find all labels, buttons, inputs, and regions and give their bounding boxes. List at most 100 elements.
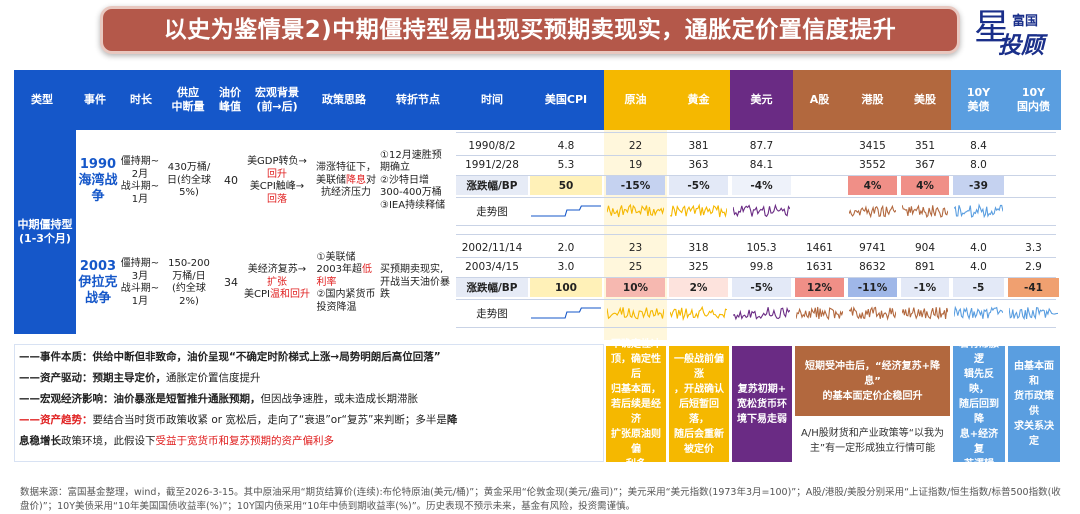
change-hk: -11% — [848, 278, 897, 297]
cell-gold: 318 — [688, 241, 709, 254]
cell-oil: 25 — [628, 260, 643, 273]
header-cn10y: 10Y 国内债 — [1017, 86, 1050, 113]
cell-us: 367 — [914, 158, 936, 171]
sparkline-cn10y — [1009, 307, 1058, 321]
cell-us10y: 8.0 — [970, 158, 987, 171]
cell-oil: 22 — [628, 139, 643, 152]
grid-line — [456, 225, 1056, 226]
panel-equity-bottom: A/H股财货和产业政策等“以我为 主”有一定形成独立行情可能 — [795, 420, 950, 462]
sparkline-us10y — [954, 305, 1003, 321]
change-oil: 10% — [606, 278, 665, 297]
change-cpi: 50 — [530, 176, 602, 195]
panel-us10y: 若有滞胀逻 辑先反映， 随后回到降 息+经济复 苏逻辑 — [953, 339, 1005, 470]
category-label: 中期僵持型 (1-3个月) — [14, 130, 76, 334]
event1-block — [78, 132, 456, 230]
event1-policy: 滞涨特征下， 美联储降息对 抗经济压力 — [310, 132, 382, 230]
grid-line — [456, 175, 1056, 176]
note-trend-f: 政策环境，此假设下 — [61, 435, 156, 447]
cell-cpi: 3.0 — [557, 260, 575, 273]
header-us-cpi: 美国CPI — [544, 93, 588, 107]
page-title: 以史为鉴情景2)中期僵持型易出现买预期卖现实，通胀定价置信度提升 — [100, 6, 960, 54]
header-us10y: 10Y 美债 — [966, 86, 991, 113]
trend-label: 走势图 — [476, 205, 508, 218]
notes-box: ——事件本质：供给中断但非致命，油价呈现“不确定时阶梯式上涨→局势明朗后高位回落… — [14, 344, 604, 462]
event1-turning: ①12月速胜预 期确立 ②沙特日增 300-400万桶 ③IEA持续释储 — [380, 149, 446, 211]
cell-us10y: 4.0 — [970, 241, 987, 254]
grid-line — [456, 327, 1056, 328]
event1-macro-pre: 美GDP转负→ — [247, 156, 307, 167]
cell-a — [793, 136, 846, 155]
header-type: 类型 — [31, 93, 53, 107]
change-gold: 2% — [669, 278, 728, 297]
sparkline-oil — [607, 306, 664, 320]
change-us10y: -39 — [953, 176, 1004, 195]
sparkline-hk — [849, 306, 896, 321]
row-date: 1990/8/2 — [468, 139, 516, 152]
event2-supply: 150-200 万桶/日 (约全球 2%) — [168, 258, 210, 307]
cell-a: 1631 — [806, 260, 833, 273]
panel-gold: 一般战前偏涨 ，开战确认 后短暂回落， 随后会重新 被定价 — [669, 346, 729, 462]
event2-macro-post: 美CPI — [244, 289, 270, 301]
note-essence: ——事件本质：供给中断但非致命，油价呈现“不确定时阶梯式上涨→局势明朗后高位回落… — [19, 351, 441, 363]
header-turning: 转折节点 — [396, 93, 440, 107]
cell-oil: 23 — [628, 241, 643, 254]
sparkline-us10y — [954, 203, 1003, 219]
event2-oil-peak: 34 — [224, 276, 238, 290]
oil-header-bg — [604, 70, 667, 130]
change-us: 4% — [901, 176, 949, 195]
cell-usd: 105.3 — [746, 241, 777, 254]
row-date: 1991/2/28 — [465, 158, 519, 171]
event1-oil-peak: 40 — [224, 174, 238, 188]
row-date: 2003/4/15 — [465, 260, 519, 273]
event1-macro-pre-red: 回升 — [266, 168, 287, 180]
cell-us: 351 — [914, 139, 936, 152]
header-policy: 政策思路 — [322, 93, 366, 107]
cell-gold: 363 — [688, 158, 709, 171]
header-macro: 宏观背景 (前→后) — [255, 86, 299, 113]
event2-macro-post-red: 温和回升 — [269, 289, 310, 301]
logo-text-bottom: 投顾 — [998, 33, 1044, 59]
sparkline-us — [902, 204, 948, 219]
cell-a: 1461 — [806, 241, 833, 254]
note-trend-e: 稳增长 — [29, 435, 62, 447]
panel-equity-top: 短期受冲击后，“经济复苏+降息” 的基本面定价企稳回升 — [795, 346, 950, 416]
cell-cn10y — [1006, 155, 1061, 174]
row-date: 2002/11/14 — [461, 241, 523, 254]
grid-line — [456, 155, 1056, 156]
event2-block — [78, 234, 456, 332]
cell-cpi: 4.8 — [557, 139, 575, 152]
header-us-stock: 美股 — [914, 93, 936, 107]
change-gold: -5% — [669, 176, 728, 195]
sparkline-usd — [733, 306, 790, 321]
event1-macro: 美GDP转负→ 回升 美CPI触峰→ 回落 — [244, 132, 310, 230]
change-label: 涨跌幅/BP — [456, 278, 528, 297]
event2-duration: 僵持期~ 3月 战斗期~ 1月 — [120, 258, 160, 307]
usd-header-bg — [730, 70, 793, 130]
event1-duration: 僵持期~ 2月 战斗期~ 1月 — [120, 156, 160, 205]
change-label: 涨跌幅/BP — [456, 176, 528, 195]
cell-gold: 325 — [688, 260, 709, 273]
event2-policy-red: 低 利率 — [316, 264, 372, 288]
note-driver-b: 通胀定价置信度提升 — [166, 372, 261, 384]
note-trend-g: 受益于宽货币和复苏预期的资产偏利多 — [155, 435, 335, 447]
logo-text-top: 富国 — [1012, 14, 1039, 29]
sparkline-hk — [849, 204, 896, 219]
cell-cn10y: 3.3 — [1025, 241, 1042, 254]
trend-label: 走势图 — [476, 307, 508, 320]
cell-cn10y — [1006, 136, 1061, 155]
change-a: 12% — [795, 278, 844, 297]
cell-us: 904 — [914, 241, 936, 254]
header-oil: 原油 — [624, 93, 647, 107]
cell-cpi: 5.3 — [557, 158, 575, 171]
event2-policy: ①美联储 2003年超低 利率 ②国内紧货币 投资降温 — [310, 234, 382, 332]
note-trend-c: 降 — [446, 414, 458, 426]
cell-usd: 87.7 — [749, 139, 774, 152]
event1-name: 1990 海湾战 争 — [78, 156, 118, 205]
panel-usd: 复苏初期+ 宽松货币环 境下易走弱 — [732, 346, 792, 462]
event1-policy-a: 滞涨特征下， 美联储 — [316, 162, 376, 186]
cell-us: 891 — [914, 260, 936, 273]
note-trend-a: ——资产趋势： — [19, 414, 93, 426]
note-trend-d: 息 — [19, 435, 30, 447]
header-a-share: A股 — [809, 93, 830, 107]
sparkline-gold — [670, 203, 727, 218]
